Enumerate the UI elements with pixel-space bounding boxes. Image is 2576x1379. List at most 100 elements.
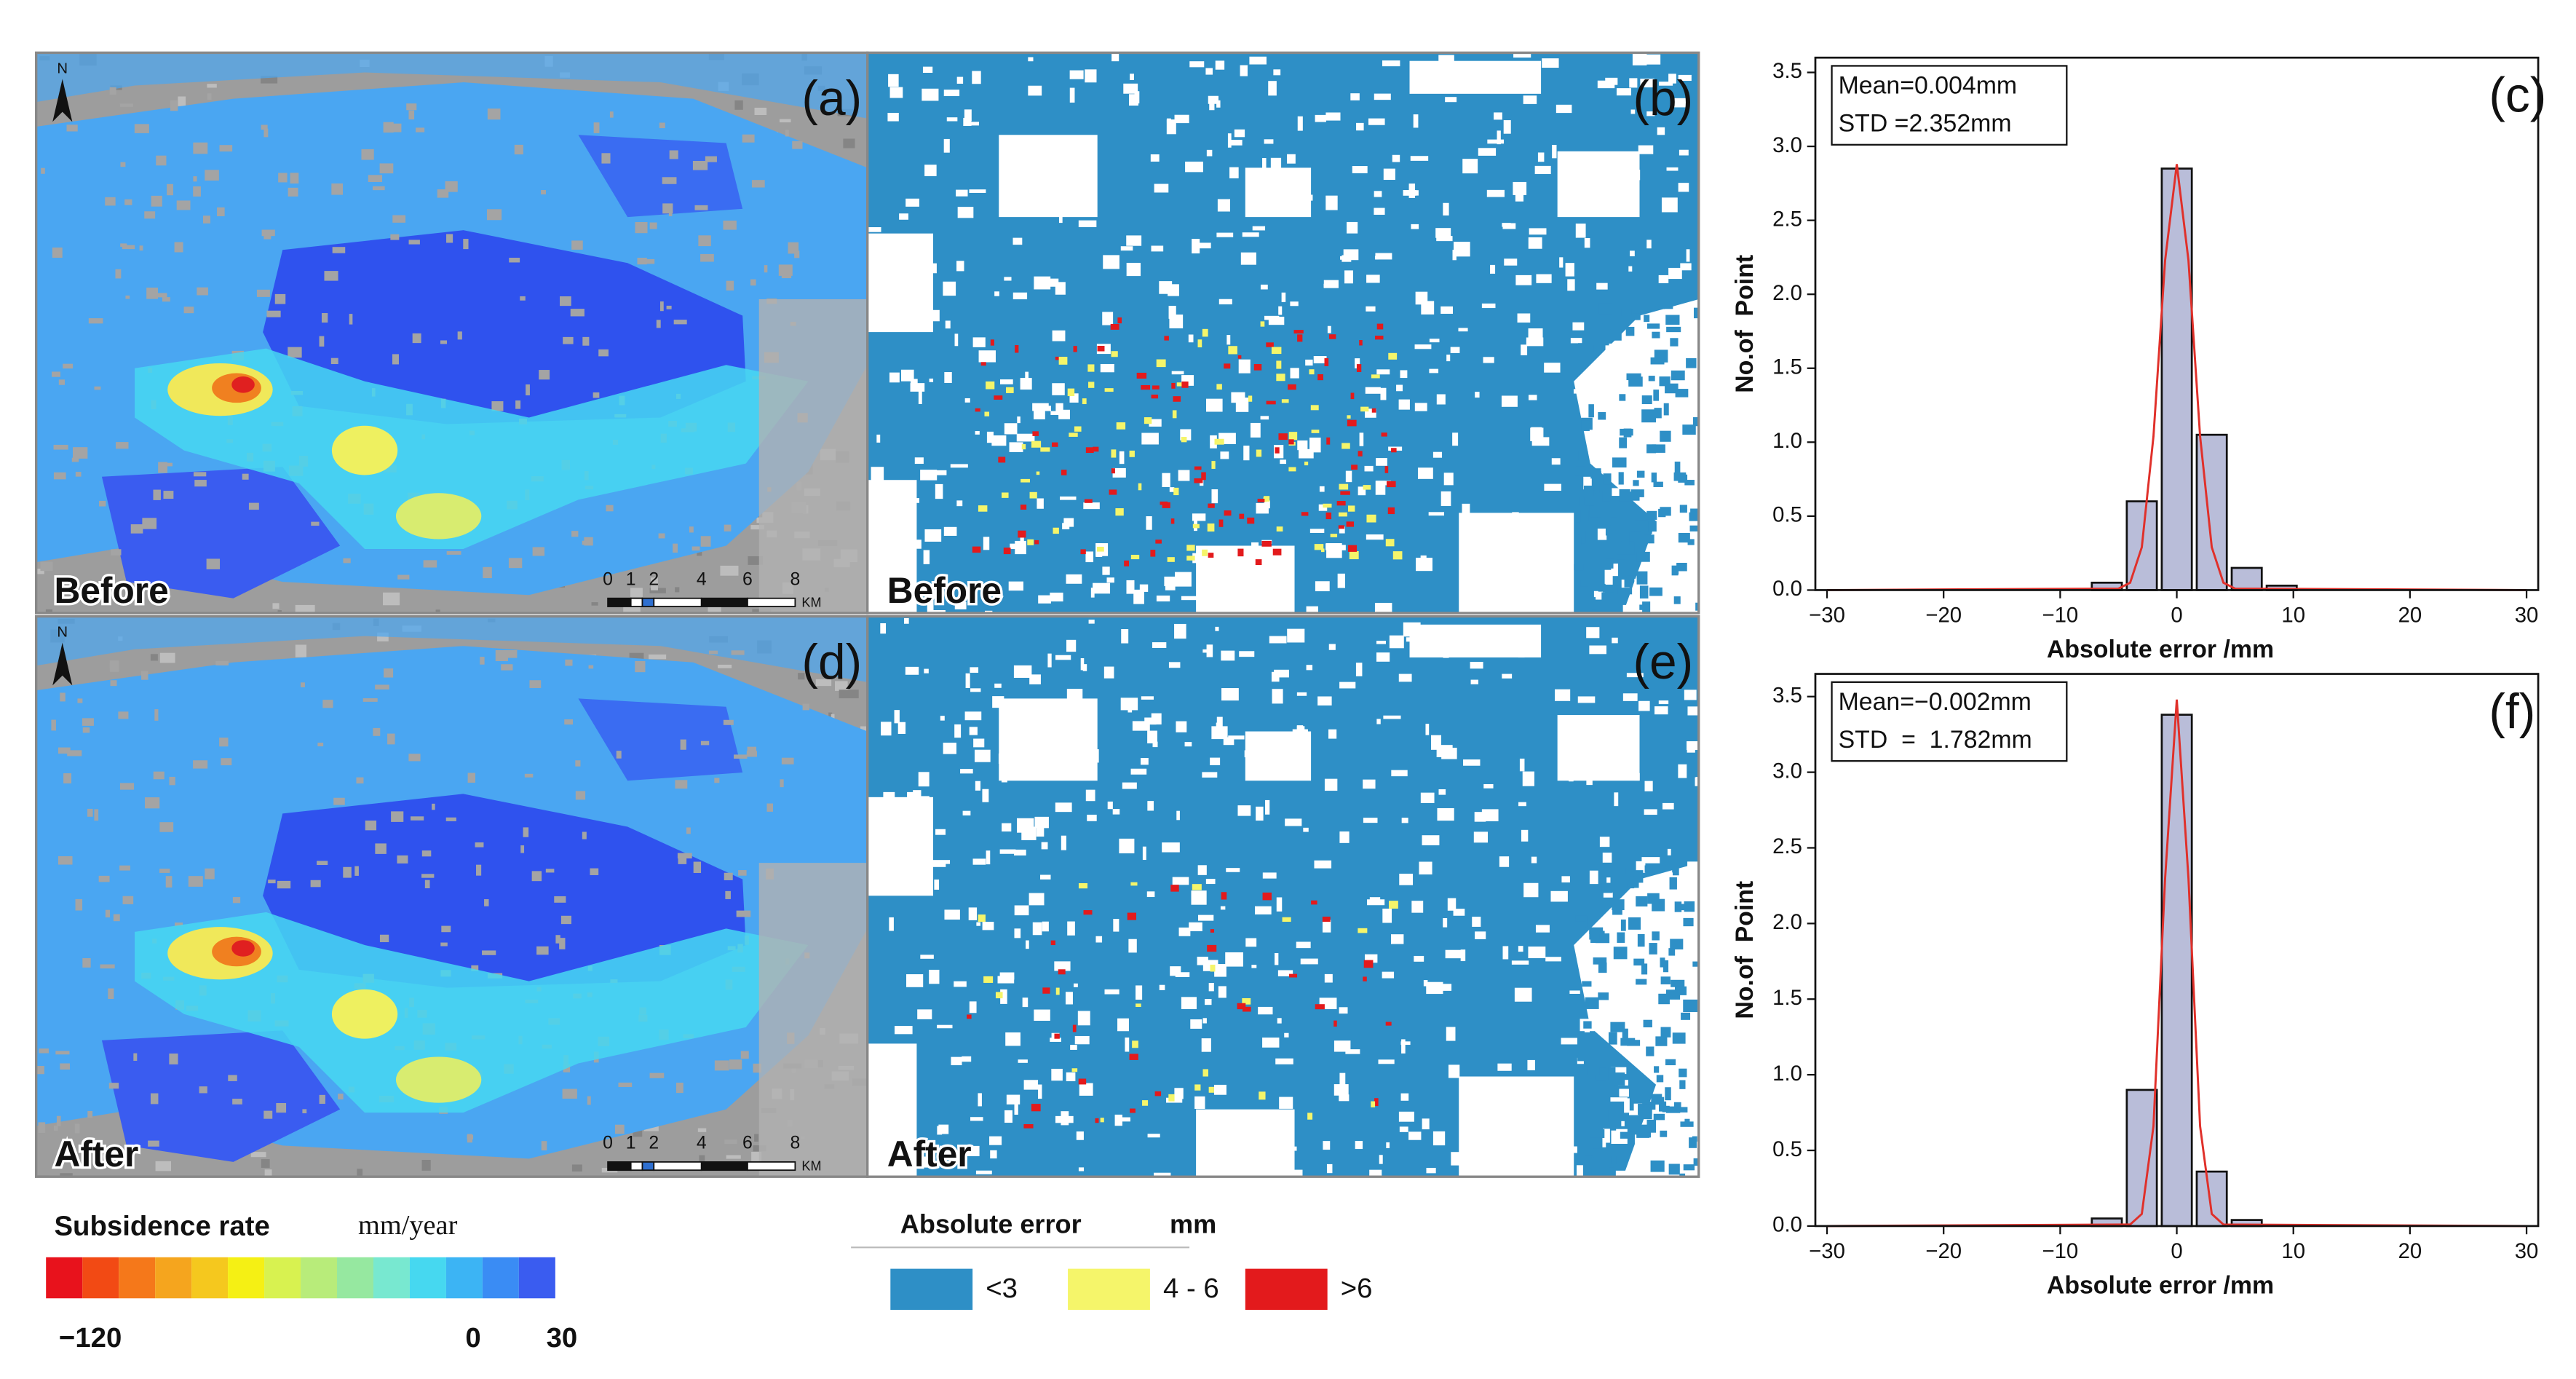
error-cell xyxy=(1648,521,1657,532)
blank xyxy=(1386,1142,1390,1148)
error-cell xyxy=(1658,993,1670,1005)
blank xyxy=(1399,1126,1408,1132)
axes-frame xyxy=(1814,56,2540,591)
texture xyxy=(575,791,586,800)
texture xyxy=(644,258,655,264)
error-cell xyxy=(1695,602,1699,611)
blank xyxy=(1146,891,1155,898)
blank xyxy=(1671,98,1686,108)
scale-unit: KM xyxy=(801,595,821,609)
error-cell xyxy=(1021,478,1030,483)
blank xyxy=(1298,194,1313,201)
error-cell xyxy=(1590,1129,1605,1138)
blank xyxy=(1037,1084,1042,1099)
texture xyxy=(423,560,437,568)
legend-title: Absolute error xyxy=(900,1209,1082,1238)
blank xyxy=(1561,876,1570,883)
blank xyxy=(1483,783,1494,789)
error-cell xyxy=(1658,1101,1667,1112)
error-cell xyxy=(1604,1047,1612,1059)
texture xyxy=(134,124,149,133)
error-cell xyxy=(1109,489,1117,495)
texture xyxy=(94,809,99,821)
legend-label: 0 xyxy=(465,1322,480,1354)
blank xyxy=(1162,473,1170,487)
blank xyxy=(1435,984,1452,991)
blank xyxy=(1569,990,1580,994)
error-cell xyxy=(1647,893,1660,904)
blank xyxy=(1396,384,1403,392)
texture xyxy=(560,915,572,925)
hillshade xyxy=(697,1128,707,1132)
error-cell xyxy=(1162,502,1170,508)
blank xyxy=(1600,165,1617,173)
blank xyxy=(982,922,994,930)
blank xyxy=(1436,236,1453,242)
blank xyxy=(1435,228,1451,238)
blank xyxy=(1414,74,1419,81)
blank xyxy=(1604,569,1613,585)
axes-frame xyxy=(1814,673,2540,1228)
blank xyxy=(871,467,884,482)
error-cell xyxy=(1073,346,1077,352)
blank xyxy=(1379,1155,1383,1164)
blank xyxy=(1085,551,1094,563)
texture xyxy=(740,1051,749,1059)
blank xyxy=(1523,95,1537,104)
error-cell xyxy=(1638,1104,1652,1115)
blank xyxy=(1526,337,1544,347)
blank xyxy=(1683,1058,1699,1072)
blank xyxy=(1517,313,1531,323)
blank xyxy=(1445,949,1462,959)
blank xyxy=(1559,758,1564,765)
blank xyxy=(1638,1136,1653,1144)
blank xyxy=(1264,500,1270,509)
texture xyxy=(680,739,686,750)
texture xyxy=(700,536,711,547)
blank xyxy=(1323,1141,1331,1150)
blank xyxy=(1364,465,1374,472)
error-cell xyxy=(1058,357,1068,365)
texture xyxy=(354,866,359,876)
blank xyxy=(1620,193,1630,205)
hillshade xyxy=(295,644,307,657)
blank xyxy=(1004,148,1020,153)
blank xyxy=(1400,1041,1411,1046)
error-cell xyxy=(1001,492,1009,498)
blank xyxy=(1638,700,1650,711)
blank xyxy=(1241,604,1251,613)
error-cell xyxy=(1684,480,1695,486)
texture xyxy=(673,320,687,325)
blank xyxy=(1227,133,1232,148)
blank xyxy=(1151,245,1164,252)
texture xyxy=(554,896,566,903)
texture xyxy=(406,103,417,111)
error-cell xyxy=(1650,1160,1665,1172)
error-cell xyxy=(1078,1078,1087,1085)
error-cell xyxy=(1598,992,1609,1000)
blank xyxy=(1383,168,1395,181)
texture xyxy=(73,447,88,459)
fit-curve xyxy=(1827,164,2527,591)
hillshade xyxy=(798,673,805,680)
legend-swatch xyxy=(264,1257,301,1299)
blank xyxy=(975,781,981,791)
hillshade xyxy=(630,588,643,597)
error-cell xyxy=(1630,532,1642,537)
texture xyxy=(321,312,328,323)
blank xyxy=(1029,893,1045,906)
blank xyxy=(1028,57,1034,62)
texture xyxy=(150,1093,159,1105)
texture xyxy=(495,649,508,662)
texture xyxy=(802,703,809,711)
texture xyxy=(590,868,599,875)
texture xyxy=(520,296,526,301)
texture xyxy=(375,843,387,854)
hillshade xyxy=(261,1159,270,1168)
error-cell xyxy=(1197,339,1202,348)
blank xyxy=(1210,435,1217,449)
blank xyxy=(1410,156,1429,161)
error-cell xyxy=(1097,546,1104,552)
texture xyxy=(100,964,115,969)
blank xyxy=(944,372,952,384)
